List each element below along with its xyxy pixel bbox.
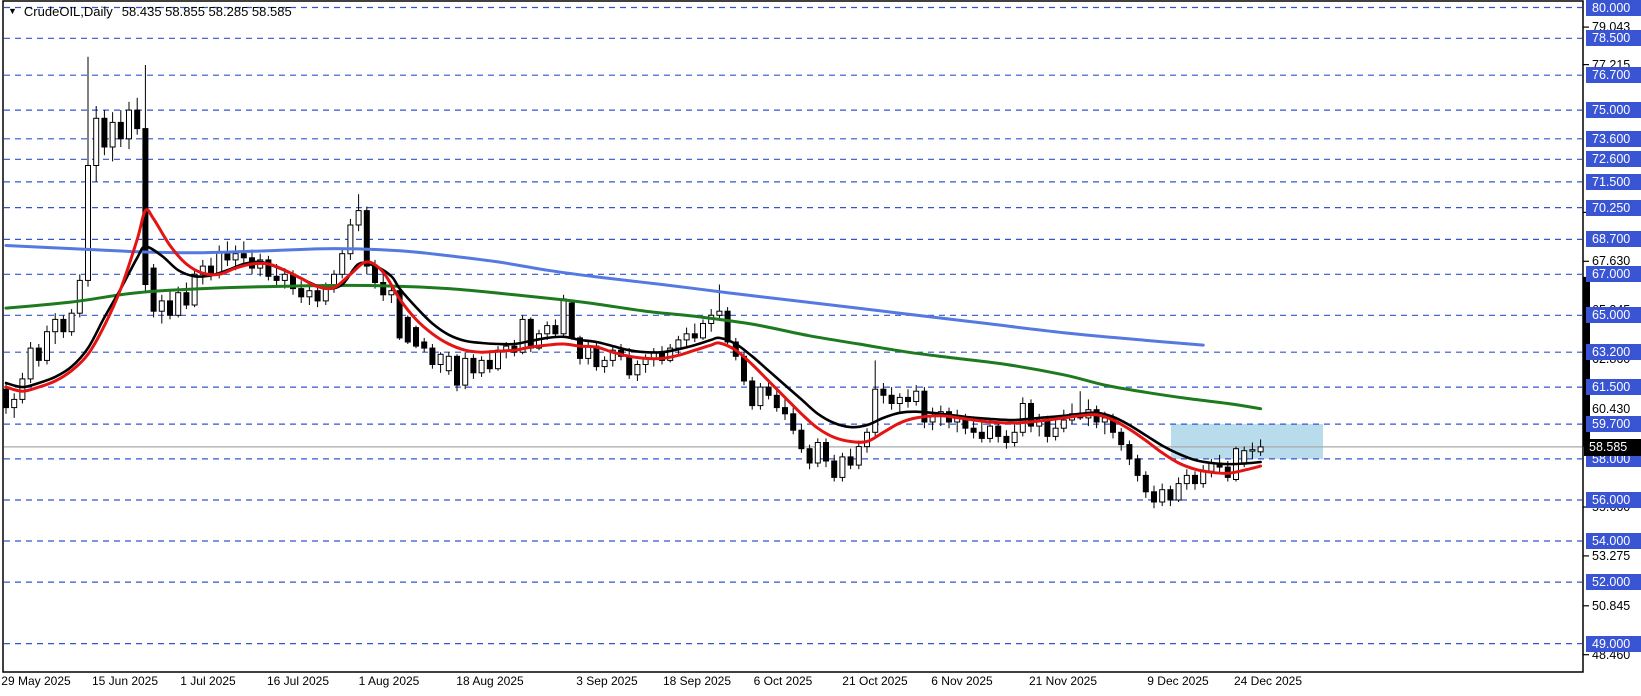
price-level-badge: 61.500 bbox=[1586, 379, 1641, 396]
axis-range-black-bar bbox=[1583, 276, 1590, 447]
ma-blue-slow-line bbox=[4, 244, 1205, 347]
price-level-badge: 76.700 bbox=[1586, 67, 1641, 84]
time-axis-label: 29 May 2025 bbox=[1, 674, 71, 688]
price-level-badge: 67.000 bbox=[1586, 266, 1641, 283]
price-level-badge: 72.600 bbox=[1586, 151, 1641, 168]
time-axis-label: 3 Sep 2025 bbox=[576, 674, 638, 688]
time-axis-label: 6 Oct 2025 bbox=[753, 674, 813, 688]
ma-black-fast-line bbox=[4, 245, 1262, 466]
price-tick-label: 67.630 bbox=[1592, 254, 1631, 269]
price-level-badge: 71.500 bbox=[1586, 173, 1641, 190]
ma-green-medium-line bbox=[4, 283, 1263, 411]
time-axis-label: 18 Sep 2025 bbox=[662, 674, 732, 688]
symbol-dropdown-icon[interactable]: ▼ bbox=[8, 6, 17, 16]
price-level-badge: 52.000 bbox=[1586, 574, 1641, 591]
price-level-badge: 70.250 bbox=[1586, 199, 1641, 216]
time-axis-label: 21 Nov 2025 bbox=[1028, 674, 1098, 688]
chart-title: ▼ CrudeOIL,Daily 58.435 58.855 58.285 58… bbox=[6, 4, 292, 19]
price-level-badge: 63.200 bbox=[1586, 344, 1641, 361]
time-axis-label: 1 Jul 2025 bbox=[180, 674, 236, 688]
price-level-badge: 49.000 bbox=[1586, 635, 1641, 652]
time-axis-label: 16 Jul 2025 bbox=[266, 674, 330, 688]
time-axis-label: 21 Oct 2025 bbox=[842, 674, 908, 688]
price-tick-label: 53.275 bbox=[1592, 548, 1631, 563]
ma-red-fast-line bbox=[4, 208, 1263, 475]
price-level-badge: 80.000 bbox=[1586, 0, 1641, 16]
time-axis-label: 24 Dec 2025 bbox=[1233, 674, 1303, 688]
price-level-badge: 78.500 bbox=[1586, 30, 1641, 47]
time-axis-label: 9 Dec 2025 bbox=[1147, 674, 1209, 688]
price-level-badge: 65.000 bbox=[1586, 307, 1641, 324]
time-axis-label: 6 Nov 2025 bbox=[931, 674, 993, 688]
time-axis-label: 1 Aug 2025 bbox=[358, 674, 420, 688]
current-price-badge: 58.585 bbox=[1584, 438, 1641, 456]
price-level-badge: 75.000 bbox=[1586, 102, 1641, 119]
time-axis-label: 18 Aug 2025 bbox=[456, 674, 524, 688]
price-level-badge: 59.700 bbox=[1586, 416, 1641, 433]
price-level-badge: 54.000 bbox=[1586, 533, 1641, 549]
price-tick-label: 50.845 bbox=[1592, 598, 1631, 613]
price-tick-label: 60.430 bbox=[1592, 402, 1631, 417]
grid-level-lines bbox=[4, 6, 1582, 645]
time-axis-label: 15 Jun 2025 bbox=[91, 674, 159, 688]
price-level-badge: 68.700 bbox=[1586, 231, 1641, 248]
ohlc-readout: 58.435 58.855 58.285 58.585 bbox=[121, 4, 292, 19]
price-level-badge: 56.000 bbox=[1586, 492, 1641, 508]
symbol-period-label: CrudeOIL,Daily bbox=[23, 4, 113, 19]
plot-border bbox=[2, 0, 1584, 673]
price-level-badge: 73.600 bbox=[1586, 130, 1641, 147]
